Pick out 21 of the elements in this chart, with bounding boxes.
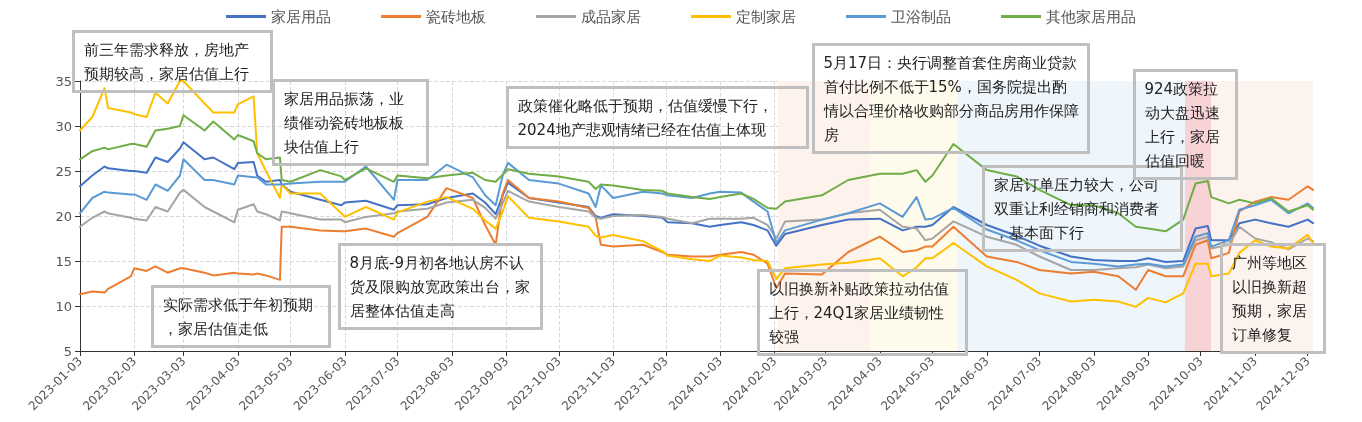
legend-label: 成品家居 (581, 7, 641, 26)
annotation: 家居用品振荡，业绩催动瓷砖地板板块估值上行 (282, 89, 404, 156)
annotation: 以旧换新补贴政策拉动估值上行，24Q1家居业绩韧性较强 (768, 279, 949, 346)
legend-label: 瓷砖地板 (426, 7, 486, 26)
legend-label: 卫浴制品 (891, 7, 951, 26)
annotation: 政策催化略低于预期，估值缓慢下行，2024地产悲观情绪已经在估值上体现 (517, 96, 773, 139)
y-tick-label: 15 (55, 253, 72, 269)
legend-label: 其他家居用品 (1046, 7, 1136, 26)
annotation: 实际需求低于年初预期，家居估值走低 (162, 295, 313, 338)
annotation: 924政策拉动大盘迅速上行，家居估值回暖 (1143, 79, 1220, 170)
y-tick-label: 25 (55, 163, 72, 179)
annotation: 8月底-9月初各地认房不认货及限购放宽政策出台，家居整体估值走高 (349, 253, 530, 320)
y-tick-label: 5 (63, 343, 72, 359)
y-tick-label: 20 (55, 208, 72, 224)
y-tick-label: 30 (55, 118, 72, 134)
annotation: 5月17日：央行调整首套住房商业贷款首付比例不低于15%，国务院提出酌情以合理价格收购部分商品房用作保障房 (822, 53, 1079, 144)
legend-label: 定制家居 (736, 7, 796, 26)
y-tick-label: 35 (55, 73, 72, 89)
legend-label: 家居用品 (271, 7, 331, 26)
y-tick-label: 10 (55, 298, 72, 314)
annotation: 前三年需求释放，房地产预期较高，家居估值上行 (83, 40, 249, 83)
